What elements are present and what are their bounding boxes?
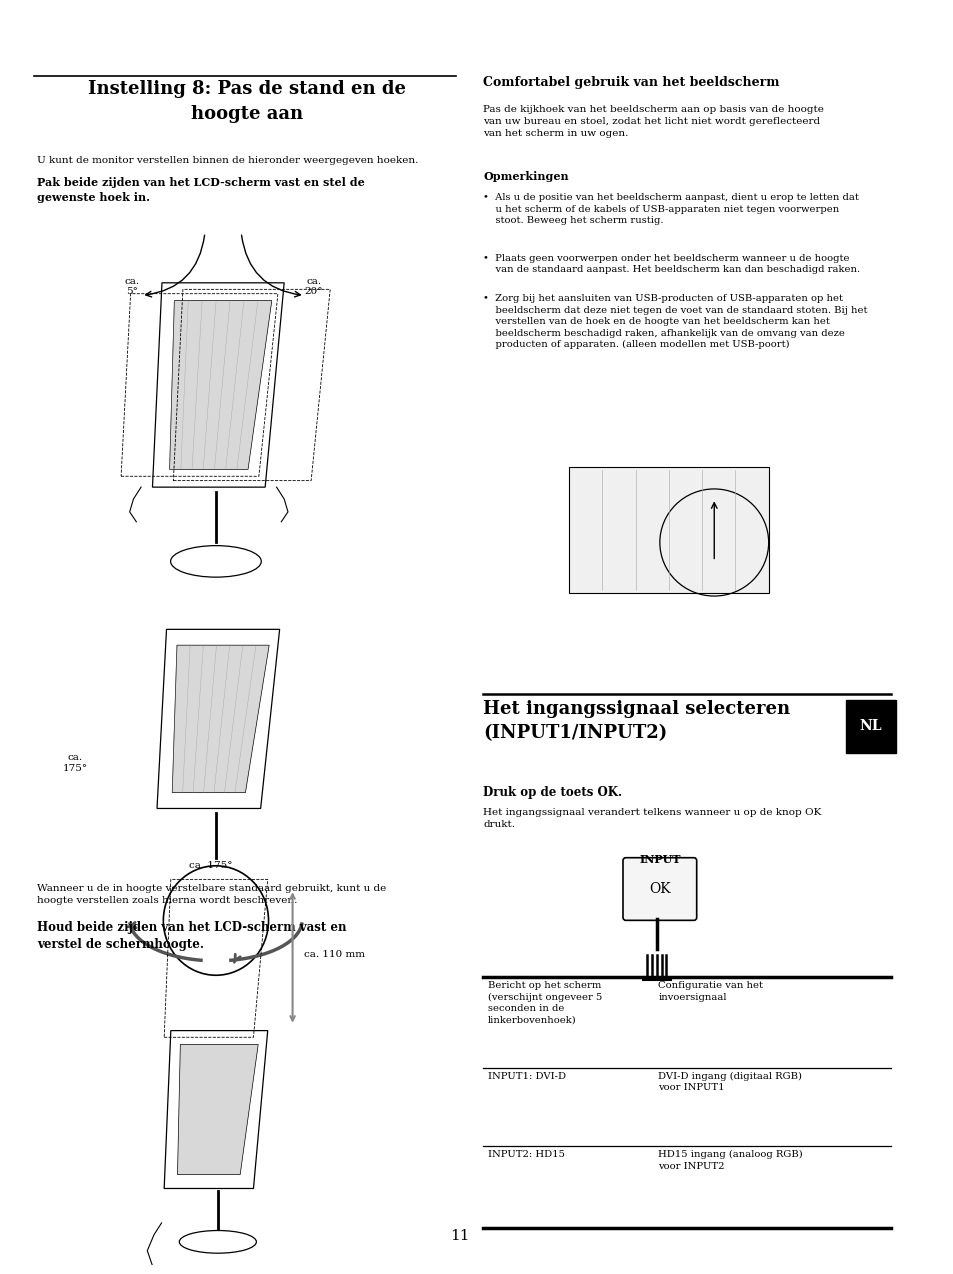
Text: DVI-D ingang (digitaal RGB)
voor INPUT1: DVI-D ingang (digitaal RGB) voor INPUT1 bbox=[658, 1071, 801, 1093]
Text: Wanneer u de in hoogte verstelbare standaard gebruikt, kunt u de
hoogte verstell: Wanneer u de in hoogte verstelbare stand… bbox=[37, 884, 386, 905]
Text: ca.
5°: ca. 5° bbox=[125, 276, 140, 296]
Text: Druk op de toets OK.: Druk op de toets OK. bbox=[482, 786, 621, 799]
Text: INPUT: INPUT bbox=[639, 854, 679, 865]
Text: U kunt de monitor verstellen binnen de hieronder weergegeven hoeken.: U kunt de monitor verstellen binnen de h… bbox=[37, 155, 417, 164]
Text: Configuratie van het
invoersignaal: Configuratie van het invoersignaal bbox=[658, 981, 762, 1001]
Polygon shape bbox=[170, 301, 272, 469]
Text: INPUT2: HD15: INPUT2: HD15 bbox=[487, 1150, 564, 1159]
Text: Opmerkingen: Opmerkingen bbox=[482, 171, 568, 182]
FancyBboxPatch shape bbox=[845, 699, 895, 753]
Text: Pak beide zijden van het LCD-scherm vast en stel de
gewenste hoek in.: Pak beide zijden van het LCD-scherm vast… bbox=[37, 177, 364, 203]
Text: Pas de kijkhoek van het beeldscherm aan op basis van de hoogte
van uw bureau en : Pas de kijkhoek van het beeldscherm aan … bbox=[482, 106, 823, 138]
Text: Bericht op het scherm
(verschijnt ongeveer 5
seconden in de
linkerbovenhoek): Bericht op het scherm (verschijnt ongeve… bbox=[487, 981, 601, 1024]
Text: OK: OK bbox=[648, 882, 670, 896]
Text: 11: 11 bbox=[450, 1228, 470, 1242]
Bar bbox=[569, 466, 768, 592]
Text: ca.
175°: ca. 175° bbox=[62, 753, 88, 773]
FancyBboxPatch shape bbox=[622, 857, 696, 920]
Text: •  Plaats geen voorwerpen onder het beeldscherm wanneer u de hoogte
    van de s: • Plaats geen voorwerpen onder het beeld… bbox=[482, 254, 860, 274]
Text: •  Als u de positie van het beeldscherm aanpast, dient u erop te letten dat
    : • Als u de positie van het beeldscherm a… bbox=[482, 194, 858, 225]
Text: NL: NL bbox=[858, 720, 881, 734]
Text: INPUT1: DVI-D: INPUT1: DVI-D bbox=[487, 1071, 565, 1080]
Polygon shape bbox=[177, 1045, 258, 1175]
Text: ca. 110 mm: ca. 110 mm bbox=[304, 950, 365, 959]
Polygon shape bbox=[172, 645, 269, 792]
Text: Comfortabel gebruik van het beeldscherm: Comfortabel gebruik van het beeldscherm bbox=[482, 76, 779, 89]
Text: Instelling 8: Pas de stand en de
hoogte aan: Instelling 8: Pas de stand en de hoogte … bbox=[89, 80, 406, 124]
Text: ca.
20°: ca. 20° bbox=[304, 276, 323, 296]
Text: ca. 175°: ca. 175° bbox=[189, 861, 233, 870]
Text: •  Zorg bij het aansluiten van USB-producten of USB-apparaten op het
    beeldsc: • Zorg bij het aansluiten van USB-produc… bbox=[482, 294, 866, 349]
Text: Houd beide zijden van het LCD-scherm vast en
verstel de schermhoogte.: Houd beide zijden van het LCD-scherm vas… bbox=[37, 921, 346, 950]
Text: HD15 ingang (analoog RGB)
voor INPUT2: HD15 ingang (analoog RGB) voor INPUT2 bbox=[658, 1150, 802, 1171]
Text: Het ingangssignaal verandert telkens wanneer u op de knop OK
drukt.: Het ingangssignaal verandert telkens wan… bbox=[482, 809, 821, 829]
Text: Het ingangssignaal selecteren
(INPUT1/INPUT2): Het ingangssignaal selecteren (INPUT1/IN… bbox=[482, 699, 789, 741]
